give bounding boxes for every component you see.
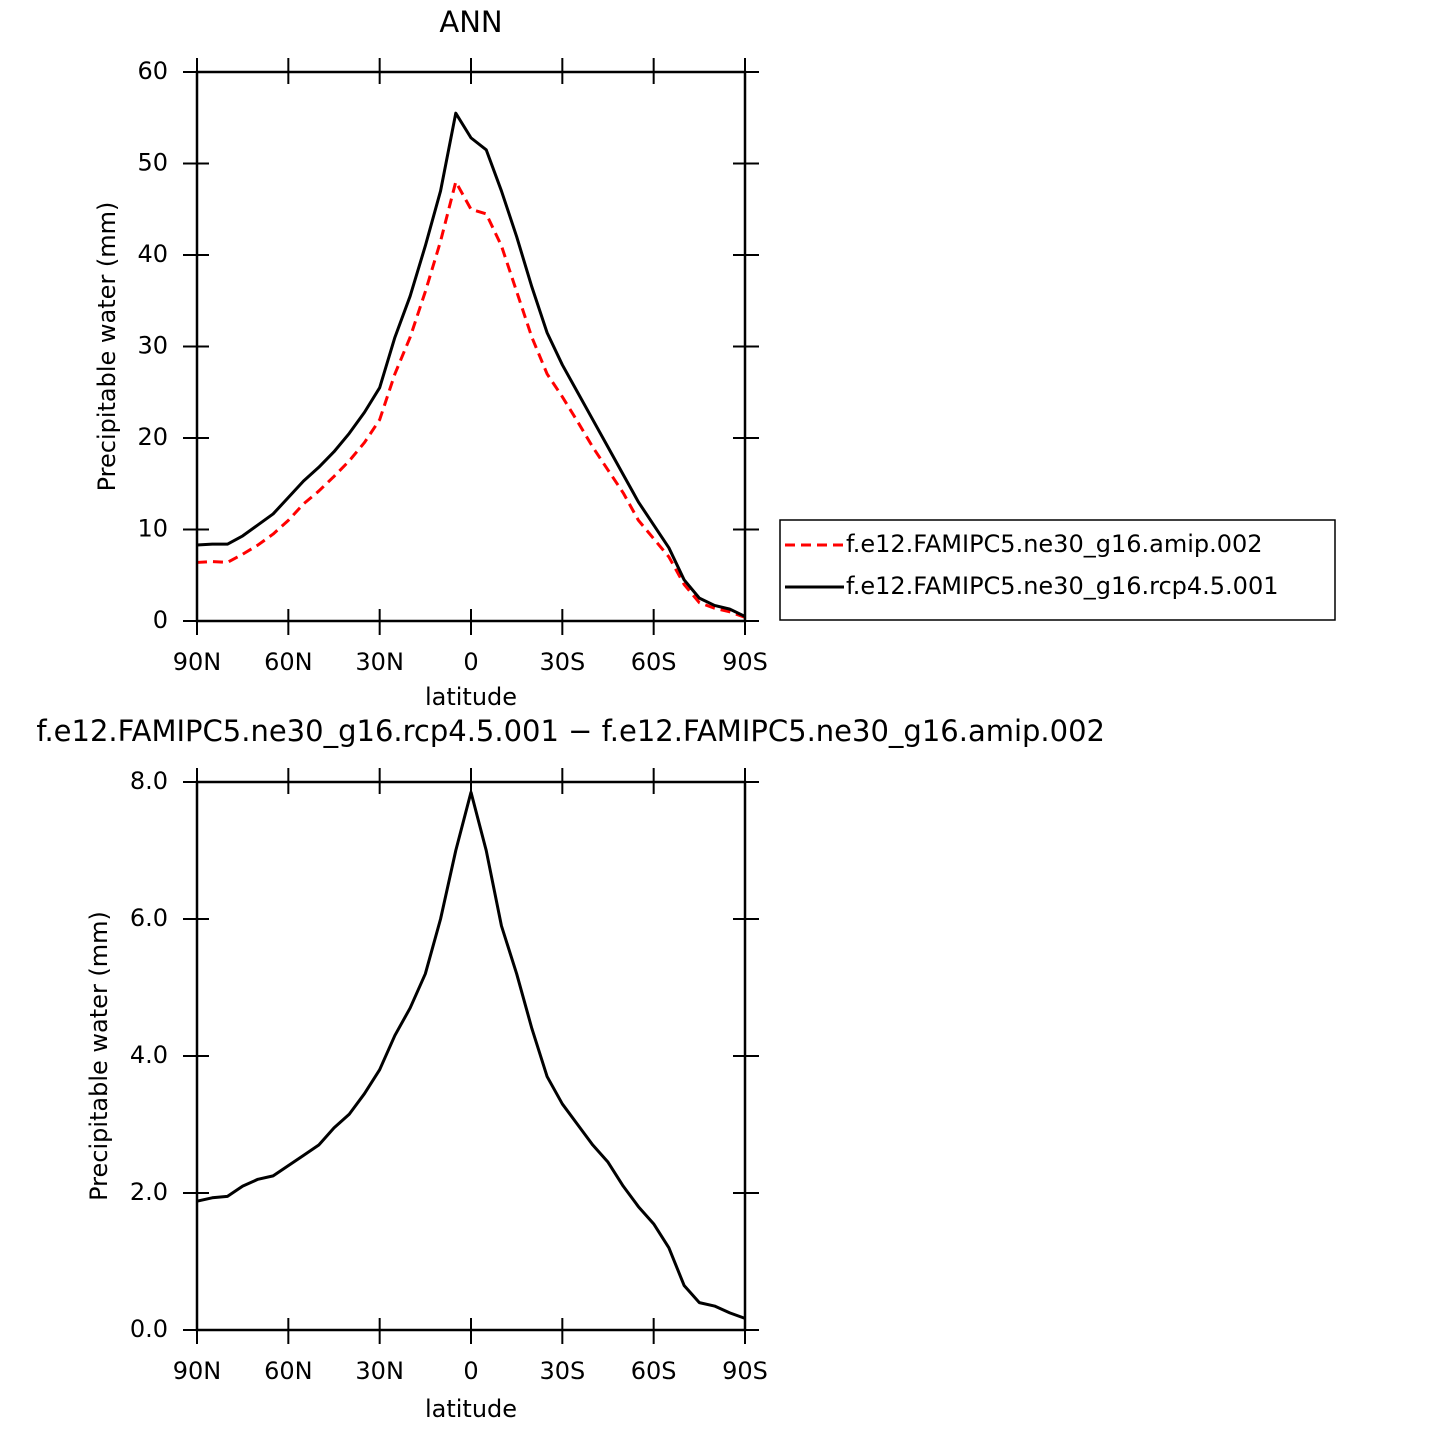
y-tick-label: 30: [137, 332, 168, 360]
y-axis-label: Precipitable water (mm): [93, 202, 121, 492]
y-tick-label: 2.0: [130, 1178, 168, 1206]
y-tick-label: 50: [137, 149, 168, 177]
x-tick-label: 90N: [173, 1357, 222, 1385]
legend-box: [779, 519, 1336, 621]
x-tick-label: 90S: [722, 648, 768, 676]
x-tick-label: 90N: [173, 648, 222, 676]
y-tick-label: 0: [153, 606, 168, 634]
chart-title: ANN: [439, 5, 502, 39]
y-tick-label: 6.0: [130, 904, 168, 932]
y-tick-label: 60: [137, 57, 168, 85]
legend-label: f.e12.FAMIPC5.ne30_g16.rcp4.5.001: [846, 572, 1279, 600]
x-tick-label: 0: [463, 1357, 478, 1385]
x-tick-label: 30S: [539, 1357, 585, 1385]
legend-label: f.e12.FAMIPC5.ne30_g16.amip.002: [846, 530, 1263, 558]
y-tick-label: 4.0: [130, 1041, 168, 1069]
x-axis-label: latitude: [425, 683, 517, 711]
data-line: [196, 180, 746, 619]
data-line: [196, 790, 746, 1320]
plot-frame: [195, 70, 747, 623]
x-tick-label: 30N: [355, 1357, 404, 1385]
y-axis-label: Precipitable water (mm): [85, 911, 113, 1201]
chart-title: f.e12.FAMIPC5.ne30_g16.rcp4.5.001 − f.e1…: [36, 714, 1105, 748]
x-tick-label: 90S: [722, 1357, 768, 1385]
x-tick-label: 60N: [264, 648, 313, 676]
y-tick-label: 40: [137, 240, 168, 268]
y-tick-label: 8.0: [130, 767, 168, 795]
x-tick-label: 60S: [631, 1357, 677, 1385]
x-tick-label: 30N: [355, 648, 404, 676]
x-tick-label: 0: [463, 648, 478, 676]
x-tick-label: 60N: [264, 1357, 313, 1385]
x-tick-label: 30S: [539, 648, 585, 676]
x-axis-label: latitude: [425, 1395, 517, 1423]
plot-frame: [195, 780, 747, 1332]
y-tick-label: 10: [137, 515, 168, 543]
x-tick-label: 60S: [631, 648, 677, 676]
y-tick-label: 0.0: [130, 1315, 168, 1343]
data-line: [196, 111, 746, 618]
y-tick-label: 20: [137, 423, 168, 451]
